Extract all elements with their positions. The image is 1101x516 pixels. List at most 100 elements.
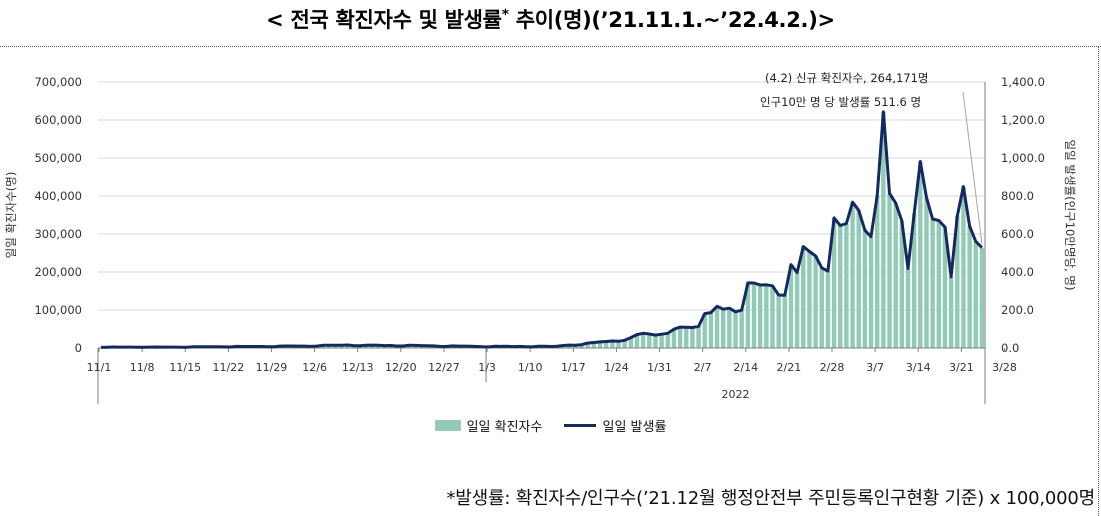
bar-daily-cases: [918, 161, 923, 348]
bar-daily-cases: [973, 241, 978, 348]
legend-label-cases: 일일 확진자수: [466, 420, 543, 435]
bar-daily-cases: [838, 225, 843, 348]
bar-daily-cases: [634, 334, 640, 348]
bar-daily-cases: [708, 312, 714, 348]
x-tick-label: 12/6: [302, 361, 327, 374]
y-left-tick-label: 100,000: [34, 303, 82, 317]
bar-daily-cases: [893, 203, 898, 348]
bar-daily-cases: [591, 342, 597, 348]
bar-daily-cases: [850, 202, 855, 348]
bar-daily-cases: [948, 276, 954, 348]
bar-daily-cases: [776, 294, 781, 348]
y-left-tick-label: 500,000: [34, 151, 82, 165]
x-tick-label: 12/20: [385, 361, 417, 374]
y-left-tick-label: 200,000: [34, 265, 82, 279]
bar-daily-cases: [622, 340, 627, 348]
x-tick-label: 11/29: [256, 361, 288, 374]
x-tick-label: 11/8: [130, 361, 155, 374]
bar-daily-cases: [653, 335, 658, 348]
y-left-tick-label: 300,000: [34, 227, 82, 241]
bar-daily-cases: [757, 284, 763, 348]
chart-title-main: < 전국 확진자수 및 발생률: [266, 8, 502, 32]
bar-daily-cases: [936, 220, 942, 348]
bar-daily-cases: [659, 334, 664, 348]
annotation-line-2: 인구10만 명 당 발생률 511.6 명: [760, 95, 921, 109]
x-tick-label: 12/13: [342, 361, 374, 374]
x-tick-label: 1/24: [604, 361, 629, 374]
legend-swatch-line: [564, 424, 597, 427]
bar-daily-cases: [819, 267, 824, 348]
bar-daily-cases: [788, 264, 794, 348]
legend-swatch-bar: [434, 420, 461, 431]
bar-daily-cases: [640, 333, 646, 348]
x-tick-label: 3/14: [906, 361, 931, 374]
bar-daily-cases: [690, 327, 695, 348]
bar-daily-cases: [647, 334, 652, 348]
chart-title-range: 추이(명)(’21.11.1.~’22.4.2.)>: [508, 8, 835, 32]
line-incidence-rate: [101, 110, 983, 349]
bar-daily-cases: [696, 326, 701, 348]
footnote: *발생률: 확진자수/인구수(’21.12월 행정안전부 주민등록인구현황 기준…: [446, 488, 1095, 509]
bar-daily-cases: [714, 306, 720, 348]
x-tick-label: 2/14: [733, 361, 758, 374]
bar-daily-cases: [770, 285, 775, 348]
x-tick-label: 2/28: [820, 361, 845, 374]
bar-daily-cases: [665, 333, 670, 348]
x-tick-label: 11/15: [169, 361, 201, 374]
y-right-tick-label: 0.0: [1001, 341, 1019, 355]
bar-daily-cases: [751, 283, 757, 348]
bar-daily-cases: [720, 309, 726, 348]
bar-daily-cases: [899, 220, 905, 348]
y-left-tick-label: 400,000: [34, 189, 82, 203]
bar-daily-cases: [745, 282, 751, 348]
bar-daily-cases: [942, 227, 948, 348]
x-tick-label: 12/27: [428, 361, 460, 374]
y-right-tick-label: 200.0: [1001, 303, 1034, 317]
bar-daily-cases: [677, 327, 683, 348]
x-tick-label: 1/17: [561, 361, 586, 374]
bar-daily-cases: [794, 272, 800, 348]
x-tick-label: 2/7: [694, 361, 712, 374]
chart-title: < 전국 확진자수 및 발생률* 추이(명)(’21.11.1.~’22.4.2…: [0, 4, 1101, 34]
y-right-tick-label: 1,200.0: [1001, 113, 1045, 127]
bar-daily-cases: [616, 341, 621, 348]
bar-daily-cases: [844, 223, 849, 348]
y-left-axis-title: 일일 확진자수(명): [4, 172, 18, 259]
y-left-tick-label: 700,000: [34, 75, 82, 89]
x-tick-label: 11/1: [87, 361, 112, 374]
bar-daily-cases: [801, 246, 806, 348]
bar-daily-cases: [905, 268, 911, 348]
bar-daily-cases: [603, 341, 609, 348]
combo-chart: 0 100,000 200,000 300,000 400,000 500,000 600,…: [4, 71, 1077, 404]
x-tick-label: 1/10: [518, 361, 543, 374]
x-tick-label: 3/21: [949, 361, 974, 374]
bar-daily-cases: [868, 236, 874, 348]
y-right-tick-label: 800.0: [1001, 189, 1034, 203]
bar-daily-cases: [807, 251, 812, 348]
annotation-leader: [962, 91, 983, 244]
x-tick-label: 1/31: [647, 361, 672, 374]
legend-item-rate: 일일 발생률: [564, 416, 666, 435]
annotation-line-1: (4.2) 신규 확진자수, 264,171명: [765, 71, 929, 85]
legend: 일일 확진자수 일일 발생률: [0, 416, 1101, 435]
x-tick-label: 2/21: [777, 361, 802, 374]
x-tick-label: 1/3: [478, 361, 496, 374]
y-right-axis-title: 일일 발생률(인구10만명당, 명): [1063, 140, 1077, 291]
y-left-tick-label: 600,000: [34, 113, 82, 127]
bar-daily-cases: [825, 270, 831, 348]
x-tick-label: 3/7: [866, 361, 884, 374]
bar-daily-cases: [739, 310, 744, 348]
y-right-tick-label: 1,400.0: [1001, 75, 1045, 89]
bar-daily-cases: [911, 213, 917, 348]
bar-daily-cases: [813, 255, 818, 348]
legend-item-cases: 일일 확진자수: [434, 416, 543, 435]
bar-daily-cases: [764, 284, 769, 348]
bar-daily-cases: [856, 210, 861, 348]
bar-daily-cases: [733, 311, 738, 348]
bar-daily-cases: [345, 345, 350, 348]
bar-daily-cases: [727, 308, 732, 348]
bar-daily-cases: [702, 313, 707, 348]
divider-dotted: [0, 46, 1101, 47]
bar-daily-cases: [579, 344, 584, 348]
bar-daily-cases: [881, 111, 886, 348]
